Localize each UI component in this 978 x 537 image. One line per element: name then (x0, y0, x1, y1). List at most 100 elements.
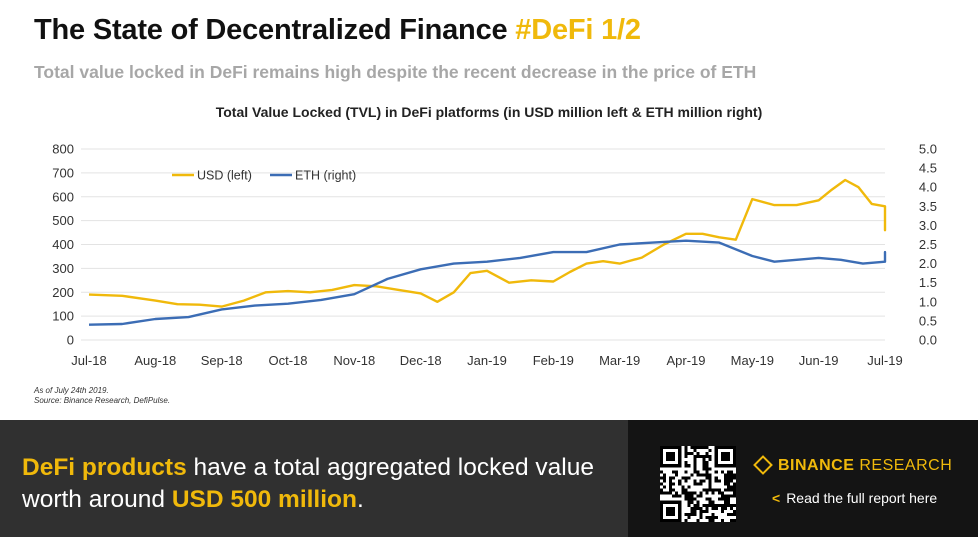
eth-series-line (88, 239, 887, 326)
qr-module (729, 473, 733, 477)
qr-module (693, 449, 697, 453)
qr-module (702, 458, 706, 462)
qr-module (690, 494, 694, 498)
qr-module (669, 512, 673, 516)
y-left-tick-label: 0 (67, 333, 74, 348)
qr-module (702, 488, 706, 492)
qr-module (675, 473, 679, 477)
qr-module (732, 512, 736, 516)
qr-module (726, 485, 730, 489)
qr-module (678, 512, 682, 516)
qr-module (666, 491, 670, 495)
y-right-tick-label: 0.5 (919, 313, 937, 328)
qr-module (720, 446, 724, 450)
qr-module (708, 449, 712, 453)
qr-module (720, 464, 724, 468)
x-tick-label: Jun-19 (799, 353, 839, 368)
qr-module (660, 470, 664, 474)
qr-module (684, 497, 688, 501)
qr-module (660, 461, 664, 465)
qr-module (705, 488, 709, 492)
qr-module (678, 494, 682, 498)
qr-module (699, 512, 703, 516)
qr-module (720, 509, 724, 513)
qr-module (705, 515, 709, 519)
qr-module (669, 509, 673, 513)
qr-module (726, 488, 730, 492)
qr-module (705, 461, 709, 465)
qr-module (660, 476, 664, 480)
qr-module (675, 518, 679, 522)
qr-module (660, 455, 664, 459)
qr-module (672, 518, 676, 522)
qr-module (672, 509, 676, 513)
qr-module (699, 482, 703, 486)
qr-module (663, 476, 667, 480)
qr-module (714, 458, 718, 462)
qr-module (726, 503, 730, 507)
qr-module (687, 500, 691, 504)
qr-module (705, 491, 709, 495)
qr-module (708, 518, 712, 522)
qr-code-icon[interactable] (660, 446, 736, 522)
qr-module (660, 482, 664, 486)
qr-module (708, 503, 712, 507)
qr-module (711, 500, 715, 504)
qr-module (672, 482, 676, 486)
qr-module (693, 503, 697, 507)
qr-module (723, 482, 727, 486)
qr-module (726, 500, 730, 504)
chevron-left-icon: < (772, 490, 781, 506)
brand-name: BINANCE (778, 457, 855, 474)
qr-module (732, 485, 736, 489)
qr-module (708, 488, 712, 492)
qr-module (660, 515, 664, 519)
read-report-link[interactable]: < Read the full report here (772, 490, 937, 506)
qr-module (675, 491, 679, 495)
qr-module (684, 449, 688, 453)
qr-module (684, 488, 688, 492)
qr-module (696, 494, 700, 498)
qr-module (687, 491, 691, 495)
qr-module (678, 446, 682, 450)
qr-module (687, 497, 691, 501)
qr-module (666, 464, 670, 468)
qr-module (732, 455, 736, 459)
qr-module (729, 479, 733, 483)
qr-module (708, 497, 712, 501)
qr-module (684, 476, 688, 480)
qr-module (684, 494, 688, 498)
qr-module (684, 479, 688, 483)
qr-module (669, 476, 673, 480)
qr-module (702, 503, 706, 507)
qr-module (726, 482, 730, 486)
footer-text-1: have a total aggregated locked value wor… (22, 454, 594, 513)
qr-module (708, 500, 712, 504)
qr-module (732, 473, 736, 477)
qr-module (669, 500, 673, 504)
qr-module (705, 464, 709, 468)
qr-module (660, 518, 664, 522)
qr-module (729, 446, 733, 450)
qr-module (726, 494, 730, 498)
legend-label: USD (left) (197, 169, 252, 183)
qr-module (663, 485, 667, 489)
qr-module (717, 491, 721, 495)
qr-module (684, 470, 688, 474)
qr-module (726, 464, 730, 468)
x-tick-label: Sep-18 (201, 353, 243, 368)
y-left-tick-label: 800 (52, 142, 74, 157)
qr-module (663, 446, 667, 450)
qr-module (714, 488, 718, 492)
qr-module (723, 488, 727, 492)
x-tick-label: May-19 (731, 353, 774, 368)
y-left-tick-label: 600 (52, 189, 74, 204)
qr-module (702, 479, 706, 483)
qr-module (666, 452, 670, 456)
qr-module (717, 464, 721, 468)
qr-module (696, 446, 700, 450)
qr-module (708, 473, 712, 477)
qr-module (711, 512, 715, 516)
qr-module (696, 500, 700, 504)
qr-module (705, 473, 709, 477)
